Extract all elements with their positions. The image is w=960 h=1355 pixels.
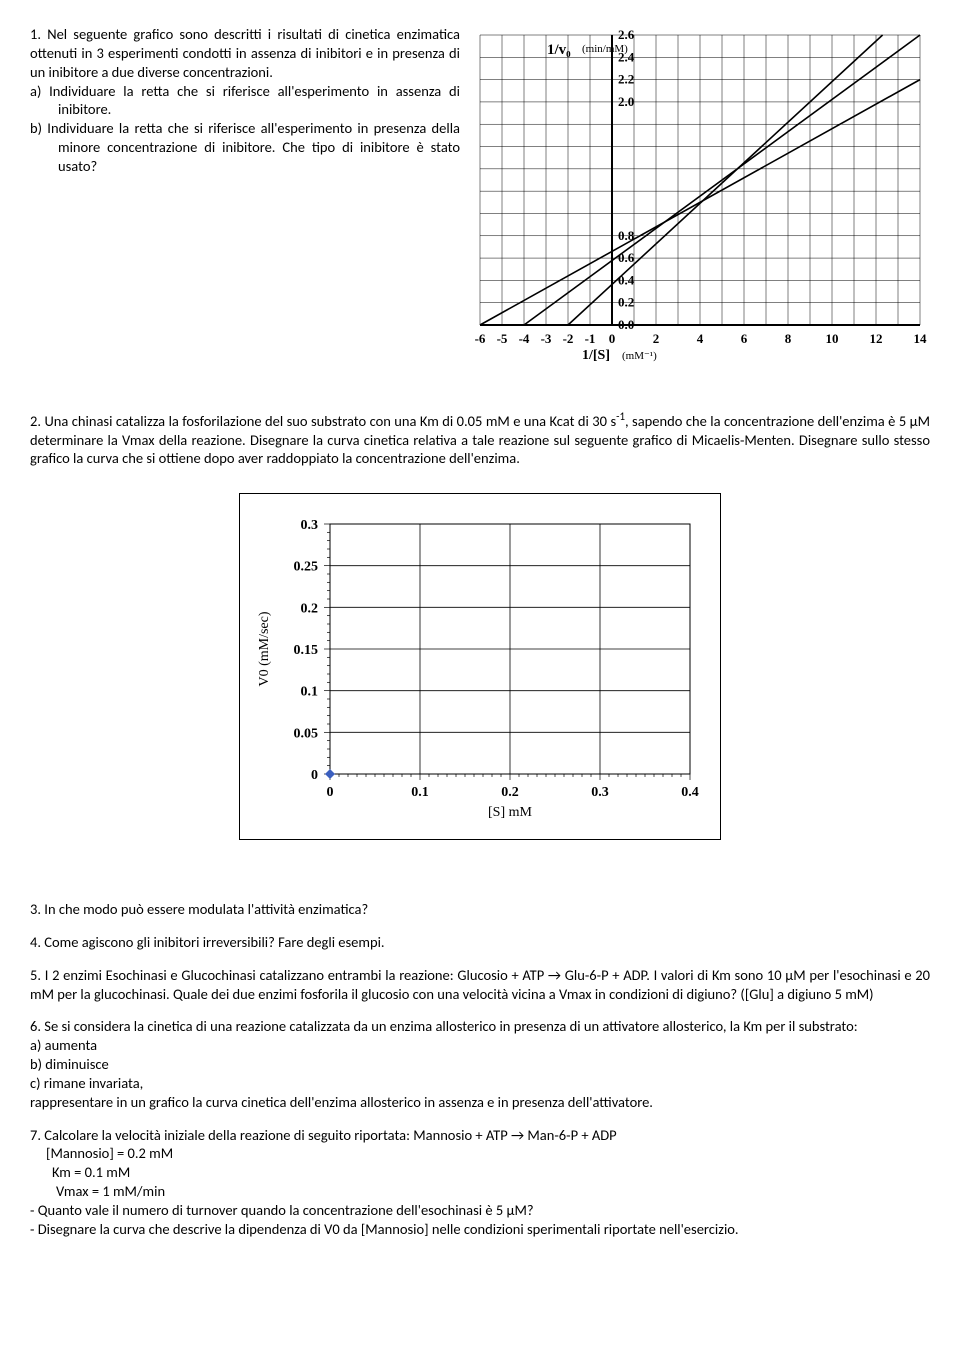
q7-data-km: Km = 0.1 mM (30, 1163, 930, 1182)
q2-part1: 2. Una chinasi catalizza la fosforilazio… (30, 412, 616, 430)
svg-text:0.2: 0.2 (501, 785, 519, 800)
q7-data-vmax: Vmax = 1 mM/min (30, 1182, 930, 1201)
q7-stem: 7. Calcolare la velocità iniziale della … (30, 1126, 930, 1145)
svg-text:-4: -4 (519, 331, 530, 346)
question-1-section: 1. Nel seguente grafico sono descritti i… (30, 25, 930, 370)
svg-text:0: 0 (311, 768, 318, 783)
svg-text:0.4: 0.4 (618, 272, 635, 287)
svg-text:V0 (mM/sec): V0 (mM/sec) (257, 611, 272, 686)
svg-text:0: 0 (609, 331, 616, 346)
chart2-svg: 0 0.05 0.1 0.15 0.2 0.25 0.3 0 0.1 0.2 0.3 0.4 V0 (m… (240, 494, 720, 834)
q7-data-mannosio: [Mannosio] = 0.2 mM (30, 1144, 930, 1163)
svg-text:0.3: 0.3 (591, 785, 609, 800)
svg-text:0.0: 0.0 (618, 317, 634, 332)
q7-followup-1: - Quanto vale il numero di turnover quan… (30, 1201, 930, 1220)
question-2-text: 2. Una chinasi catalizza la fosforilazio… (30, 410, 930, 468)
svg-text:2: 2 (653, 331, 660, 346)
svg-text:2.0: 2.0 (618, 94, 634, 109)
svg-text:0.4: 0.4 (681, 785, 699, 800)
svg-text:-3: -3 (541, 331, 552, 346)
svg-text:6: 6 (741, 331, 748, 346)
svg-text:4: 4 (697, 331, 704, 346)
q2-exponent: -1 (616, 410, 625, 423)
svg-text:-5: -5 (497, 331, 508, 346)
question-5: 5. I 2 enzimi Esochinasi e Glucochinasi … (30, 966, 930, 1004)
svg-text:0.6: 0.6 (618, 250, 635, 265)
svg-text:0.1: 0.1 (411, 785, 429, 800)
question-3: 3. In che modo può essere modulata l'att… (30, 900, 930, 919)
q1-option-a: a) Individuare la retta che si riferisce… (30, 82, 460, 120)
svg-text:0.3: 0.3 (301, 518, 319, 533)
svg-text:-1: -1 (585, 331, 596, 346)
svg-text:-6: -6 (475, 331, 486, 346)
question-6: 6. Se si considera la cinetica di una re… (30, 1017, 930, 1111)
svg-text:0.15: 0.15 (294, 643, 319, 658)
question-1-text: 1. Nel seguente grafico sono descritti i… (30, 25, 460, 370)
q1-option-b: b) Individuare la retta che si riferisce… (30, 119, 460, 176)
svg-text:1/[S]: 1/[S] (582, 348, 610, 363)
svg-text:0.05: 0.05 (294, 727, 319, 742)
svg-text:2.6: 2.6 (618, 27, 635, 42)
q6-option-c: c) rimane invariata, (30, 1074, 930, 1093)
svg-text:(mM⁻¹): (mM⁻¹) (622, 350, 657, 362)
michaelis-menten-chart: 0 0.05 0.1 0.15 0.2 0.25 0.3 0 0.1 0.2 0.3 0.4 V0 (m… (239, 493, 721, 840)
q6-stem: 6. Se si considera la cinetica di una re… (30, 1017, 930, 1036)
svg-text:-2: -2 (563, 331, 574, 346)
svg-text:14: 14 (914, 331, 928, 346)
q6-option-b: b) diminuisce (30, 1055, 930, 1074)
svg-text:0: 0 (327, 785, 334, 800)
q1-intro: 1. Nel seguente grafico sono descritti i… (30, 25, 460, 82)
svg-text:0.8: 0.8 (618, 228, 635, 243)
svg-text:[S] mM: [S] mM (488, 805, 533, 820)
q7-followup-2: - Disegnare la curva che descrive la dip… (30, 1220, 930, 1239)
chart1-svg: 0.00.20.40.60.82.02.22.42.6-6-5-4-3-2-10… (470, 25, 930, 365)
question-7: 7. Calcolare la velocità iniziale della … (30, 1126, 930, 1239)
svg-text:0.2: 0.2 (618, 295, 634, 310)
svg-text:0.25: 0.25 (294, 560, 319, 575)
svg-text:10: 10 (826, 331, 839, 346)
question-2-chart-wrap: 0 0.05 0.1 0.15 0.2 0.25 0.3 0 0.1 0.2 0.3 0.4 V0 (m… (30, 493, 930, 840)
svg-text:0.2: 0.2 (301, 602, 319, 617)
svg-text:12: 12 (870, 331, 883, 346)
question-4: 4. Come agiscono gli inibitori irreversi… (30, 933, 930, 952)
lineweaver-burk-chart: 0.00.20.40.60.82.02.22.42.6-6-5-4-3-2-10… (470, 25, 930, 370)
q6-tail: rappresentare in un grafico la curva cin… (30, 1093, 930, 1112)
svg-text:2.2: 2.2 (618, 72, 634, 87)
svg-text:(min/mM): (min/mM) (582, 43, 628, 55)
svg-text:1/v₀: 1/v₀ (547, 42, 571, 58)
svg-text:0.1: 0.1 (301, 685, 319, 700)
q6-option-a: a) aumenta (30, 1036, 930, 1055)
svg-text:8: 8 (785, 331, 792, 346)
